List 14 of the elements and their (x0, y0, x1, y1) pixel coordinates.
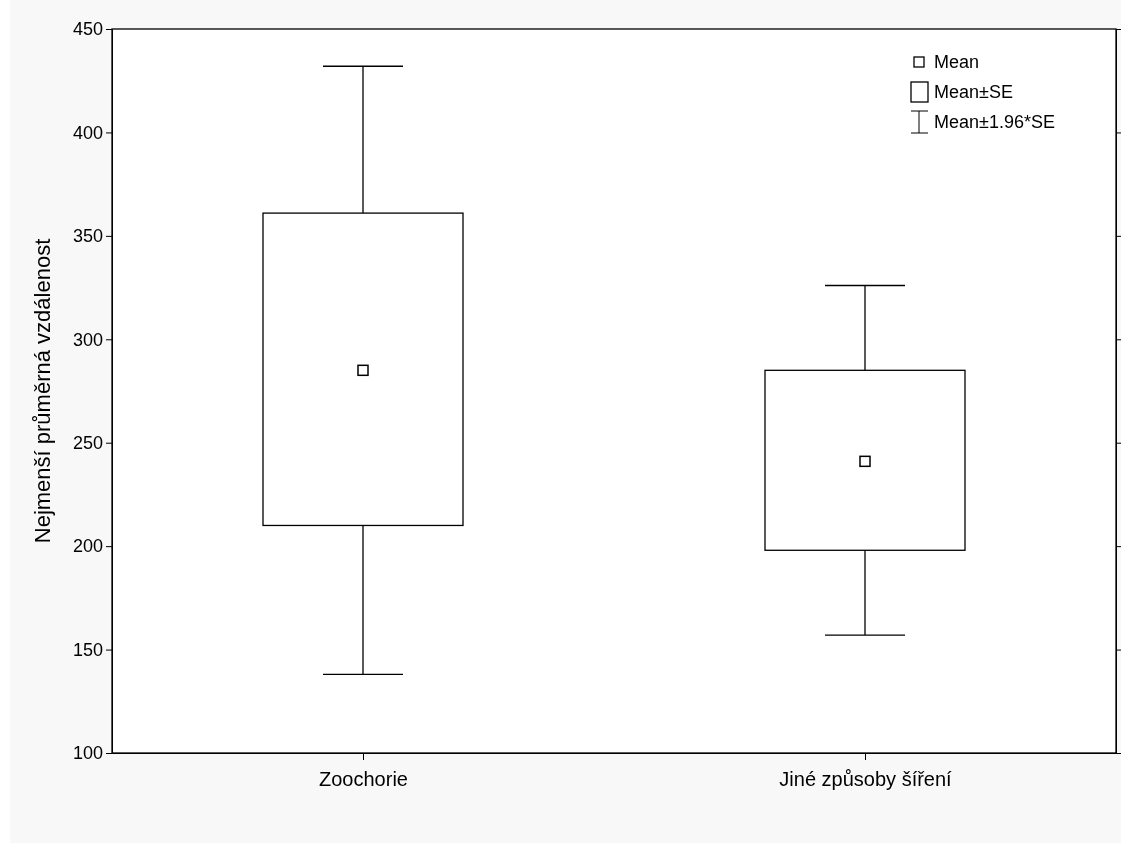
x-tick-label: Jiné způsoby šíření (779, 768, 953, 791)
y-tick-label: 350 (72, 226, 103, 247)
y-tick-label: 100 (72, 743, 103, 764)
y-axis-title: Nejmenší průměrná vzdálenost (30, 238, 55, 544)
y-tick-label: 400 (72, 122, 103, 143)
y-tick-label: 200 (72, 536, 103, 557)
x-tick-label: Zoochorie (319, 768, 408, 791)
y-tick-label: 300 (72, 329, 103, 350)
y-tick-label: 150 (72, 639, 103, 660)
annotation: Mean±1.96*SE (934, 112, 1055, 132)
annotation: Mean (934, 52, 980, 72)
y-tick-label: 250 (72, 432, 103, 453)
annotation: Mean±SE (934, 82, 1013, 102)
y-tick-label: 450 (72, 19, 103, 40)
